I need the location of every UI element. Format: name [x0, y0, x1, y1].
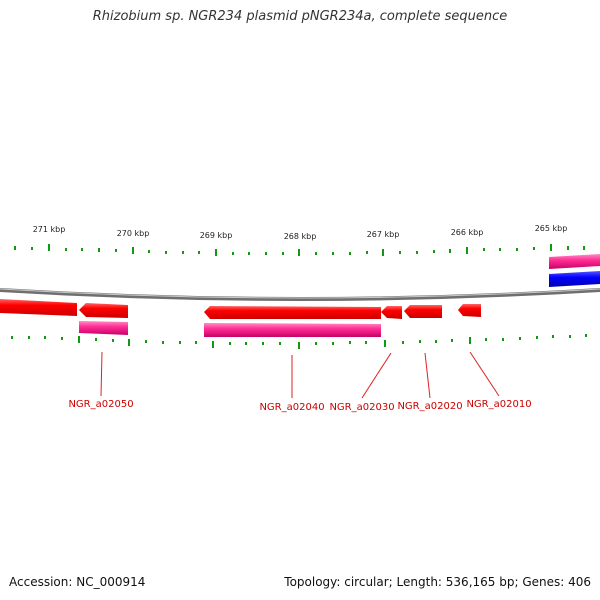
ruler-label-270: 270 kbp	[117, 229, 150, 238]
inner-tick-ruler	[11, 334, 587, 349]
gene-label-leaders	[100, 351, 500, 399]
outer-ticks	[14, 244, 585, 256]
ruler-label-269: 269 kbp	[200, 231, 233, 240]
sequence-summary: Topology: circular; Length: 536,165 bp; …	[284, 575, 591, 589]
ruler-label-271: 271 kbp	[33, 225, 66, 234]
cds-left-edge	[0, 299, 77, 316]
cds-ngr-a02050	[79, 303, 128, 318]
cds-ngr-a02010	[458, 304, 481, 317]
gene-label-ngr-a02020[interactable]: NGR_a02020	[397, 401, 462, 412]
ruler-label-266: 266 kbp	[451, 228, 484, 237]
cds-ngr-a02030	[381, 306, 402, 319]
leader-ngr-a02030	[361, 352, 392, 399]
plasmid-backbone	[0, 288, 600, 301]
ruler-label-267: 267 kbp	[367, 230, 400, 239]
map-title: Rhizobium sp. NGR234 plasmid pNGR234a, c…	[92, 9, 508, 24]
gene-ngr-a02050	[79, 321, 128, 335]
leader-ngr-a02020	[424, 352, 431, 399]
feature-pink-forward	[549, 254, 600, 269]
ruler-label-265: 265 kbp	[535, 224, 568, 233]
forward-strand-features	[549, 254, 600, 287]
inner-ticks	[11, 334, 587, 349]
leader-ngr-a02050	[100, 351, 103, 397]
gene-label-ngr-a02010[interactable]: NGR_a02010	[466, 399, 531, 410]
gene-labels: NGR_a02050 NGR_a02040 NGR_a02030 NGR_a02…	[68, 399, 531, 413]
ruler-label-268: 268 kbp	[284, 232, 317, 241]
cds-ngr-a02020	[404, 305, 442, 318]
feature-blue-forward	[549, 271, 600, 287]
gene-ngr-a02040	[204, 323, 381, 337]
gene-label-ngr-a02050[interactable]: NGR_a02050	[68, 399, 133, 410]
reverse-cds-track[interactable]	[0, 299, 481, 319]
gene-label-ngr-a02040[interactable]: NGR_a02040	[259, 402, 324, 413]
accession-text: Accession: NC_000914	[9, 575, 146, 589]
reverse-gene-track[interactable]	[79, 321, 381, 337]
ruler-labels: 271 kbp 270 kbp 269 kbp 268 kbp 267 kbp …	[33, 224, 568, 241]
cds-ngr-a02040	[204, 306, 381, 319]
leader-ngr-a02010	[469, 351, 500, 397]
outer-tick-ruler	[14, 244, 585, 256]
gene-label-ngr-a02030[interactable]: NGR_a02030	[329, 402, 394, 413]
